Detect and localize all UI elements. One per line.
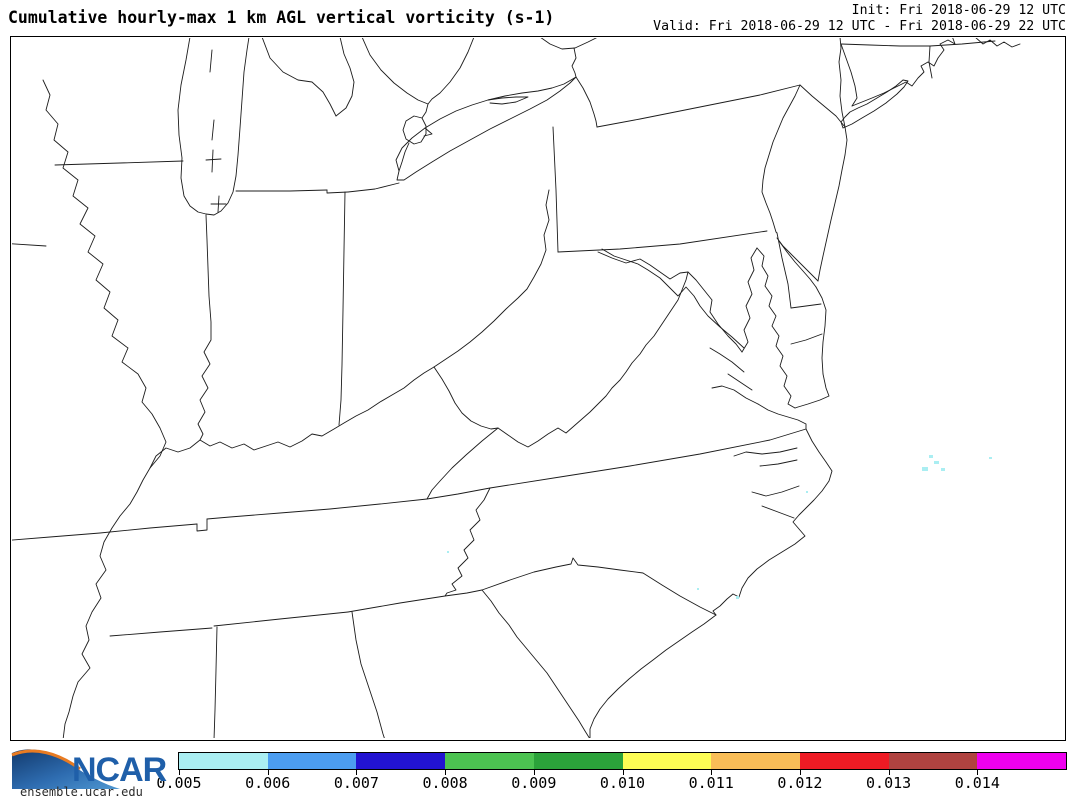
site-url-text: ensemble.ucar.edu xyxy=(20,785,143,799)
map-frame xyxy=(10,36,1066,741)
ncar-logo-text: NCAR xyxy=(72,751,167,789)
page-title: Cumulative hourly-max 1 km AGL vertical … xyxy=(8,8,555,27)
colorbar-tick xyxy=(445,770,447,775)
colorbar-tick-label: 0.007 xyxy=(333,774,379,792)
colorbar-tick xyxy=(711,770,713,775)
colorbar-tick xyxy=(267,770,269,775)
colorbar-tick-label: 0.010 xyxy=(599,774,646,792)
colorbar-tick xyxy=(179,770,180,775)
colorbar-segment xyxy=(445,753,534,769)
colorbar-tick-label: 0.009 xyxy=(511,774,557,792)
colorbar xyxy=(178,752,1067,770)
colorbar-segment xyxy=(622,753,712,769)
colorbar-segment xyxy=(356,753,446,769)
colorbar-tick xyxy=(356,770,358,775)
init-time-label: Init: Fri 2018-06-29 12 UTC xyxy=(851,3,1066,18)
ncar-logo: NCAR ensemble.ucar.edu xyxy=(8,741,183,800)
colorbar-segment xyxy=(888,753,978,769)
colorbar-tick xyxy=(622,770,624,775)
colorbar-segment xyxy=(977,753,1067,769)
colorbar-tick-label: 0.008 xyxy=(422,774,468,792)
colorbar-tick xyxy=(799,770,801,775)
valid-time-label: Valid: Fri 2018-06-29 12 UTC - Fri 2018-… xyxy=(653,19,1066,34)
colorbar-tick-label: 0.011 xyxy=(688,774,734,792)
colorbar-segment xyxy=(799,753,889,769)
colorbar-tick-label: 0.006 xyxy=(245,774,291,792)
colorbar-segment xyxy=(711,753,800,769)
colorbar-tick-label: 0.014 xyxy=(954,774,1000,792)
colorbar-tick-label: 0.005 xyxy=(156,774,202,792)
colorbar-segment xyxy=(179,753,268,769)
colorbar-segment xyxy=(267,753,357,769)
colorbar-tick xyxy=(888,770,890,775)
colorbar-tick-label: 0.012 xyxy=(777,774,823,792)
colorbar-tick xyxy=(533,770,535,775)
ncar-swoosh-icon xyxy=(11,749,120,789)
colorbar-tick xyxy=(977,770,979,775)
colorbar-segment xyxy=(533,753,623,769)
colorbar-tick-label: 0.013 xyxy=(866,774,912,792)
